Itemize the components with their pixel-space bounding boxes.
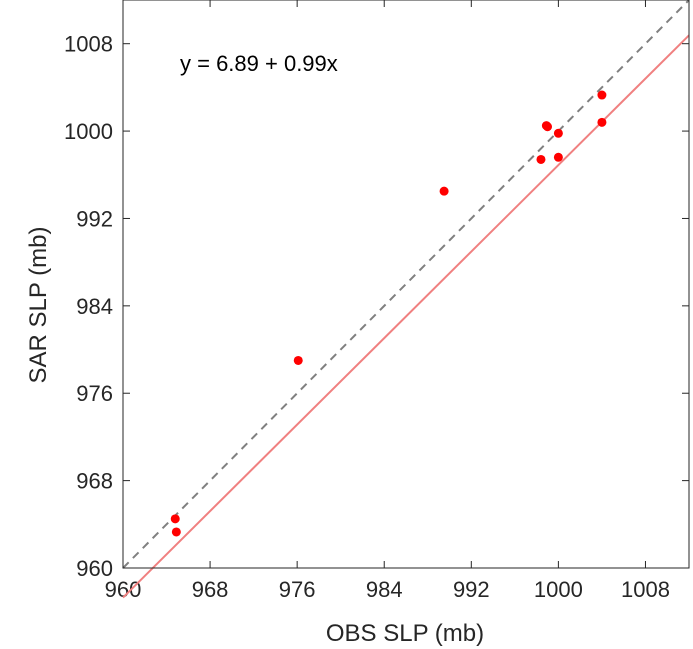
x-tick-label-992: 992	[453, 577, 490, 602]
y-tick-label-976: 976	[76, 381, 113, 406]
y-tick-labels: 960 968 976 984 992 1000 1008	[64, 32, 113, 581]
y-tick-label-984: 984	[76, 294, 113, 319]
data-point-3	[293, 355, 303, 365]
y-tick-label-1000: 1000	[64, 119, 113, 144]
data-point-4	[439, 186, 449, 196]
x-tick-label-1000: 1000	[534, 577, 583, 602]
data-point-10	[597, 90, 607, 100]
data-point-1	[170, 514, 180, 524]
x-tick-label-968: 968	[192, 577, 229, 602]
data-point-9	[553, 152, 563, 162]
plot-area	[122, 0, 690, 599]
x-tick-label-960: 960	[105, 577, 142, 602]
data-points	[170, 90, 607, 537]
data-point-2	[171, 527, 181, 537]
data-point-5	[536, 154, 546, 164]
x-tick-labels: 960 968 976 984 992 1000 1008	[105, 577, 670, 602]
tick-marks	[122, 0, 689, 569]
regression-fit-line	[122, 34, 690, 599]
y-tick-label-1008: 1008	[64, 32, 113, 57]
x-tick-label-976: 976	[279, 577, 316, 602]
y-tick-label-960: 960	[76, 556, 113, 581]
data-point-7	[543, 122, 552, 132]
regression-equation: y = 6.89 + 0.99x	[180, 51, 338, 76]
y-tick-label-968: 968	[76, 469, 113, 494]
identity-line	[122, 0, 690, 569]
x-axis-title: OBS SLP (mb)	[326, 620, 484, 647]
axes-box	[122, 0, 690, 569]
x-tick-label-984: 984	[366, 577, 403, 602]
data-point-11	[597, 117, 607, 127]
data-point-8	[553, 128, 563, 138]
y-axis-title: SAR SLP (mb)	[25, 227, 52, 384]
y-tick-label-992: 992	[76, 206, 113, 231]
x-tick-label-1008: 1008	[621, 577, 670, 602]
